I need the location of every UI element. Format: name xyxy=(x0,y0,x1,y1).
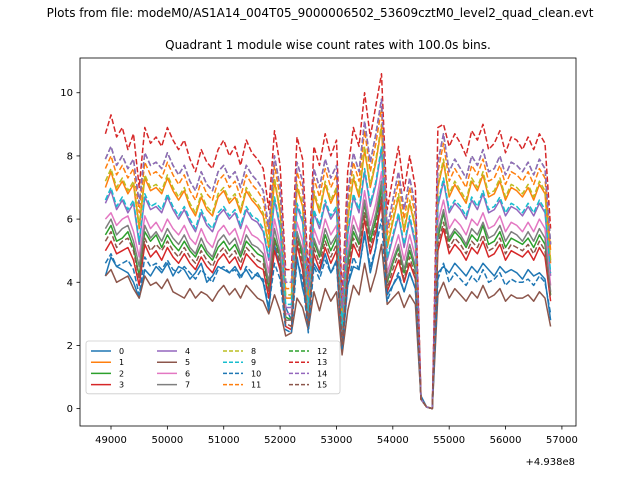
y-tick-label: 10 xyxy=(60,88,73,99)
suptitle: Plots from file: modeM0/AS1A14_004T05_90… xyxy=(47,6,594,20)
y-axis: 0 2 4 6 8 10 xyxy=(60,88,80,415)
series-layer xyxy=(104,73,552,410)
y-tick-label: 0 xyxy=(67,404,73,415)
series-line-5 xyxy=(104,243,552,410)
legend-label: 12 xyxy=(317,347,327,356)
x-tick-label: 52000 xyxy=(264,435,296,446)
legend-label: 11 xyxy=(251,381,261,390)
legend-label: 3 xyxy=(119,381,124,390)
series-line-9 xyxy=(104,145,552,410)
x-offset-label: +4.938e8 xyxy=(525,457,575,468)
legend-label: 9 xyxy=(251,358,256,367)
y-tick-label: 2 xyxy=(67,341,73,352)
series-line-2 xyxy=(104,186,552,410)
legend-label: 14 xyxy=(317,369,327,378)
legend-label: 0 xyxy=(119,347,124,356)
legend-label: 13 xyxy=(317,358,327,367)
series-line-14 xyxy=(104,98,552,410)
series-line-1 xyxy=(104,126,552,410)
legend-label: 2 xyxy=(119,369,124,378)
legend-label: 15 xyxy=(317,381,327,390)
legend-label: 1 xyxy=(119,358,124,367)
legend-label: 6 xyxy=(185,369,190,378)
plot-area-frame xyxy=(79,57,577,427)
x-tick-label: 53000 xyxy=(321,435,353,446)
x-tick-label: 51000 xyxy=(208,435,240,446)
y-tick-label: 8 xyxy=(67,151,73,162)
legend-label: 8 xyxy=(251,347,256,356)
legend-label: 10 xyxy=(251,369,261,378)
x-tick-label: 54000 xyxy=(377,435,409,446)
series-line-3 xyxy=(104,202,552,410)
series-line-7 xyxy=(104,180,552,410)
y-tick-label: 6 xyxy=(67,215,73,226)
y-tick-label: 4 xyxy=(67,278,73,289)
x-tick-label: 49000 xyxy=(95,435,127,446)
series-line-0 xyxy=(104,180,552,410)
series-line-13 xyxy=(104,73,552,410)
series-line-4 xyxy=(104,148,552,410)
series-line-15 xyxy=(104,196,552,410)
legend-label: 5 xyxy=(185,358,190,367)
x-tick-label: 57000 xyxy=(546,435,578,446)
x-tick-label: 56000 xyxy=(490,435,522,446)
legend-label: 7 xyxy=(185,381,190,390)
series-line-6 xyxy=(104,170,552,410)
x-tick-label: 55000 xyxy=(433,435,465,446)
chart-title: Quadrant 1 module wise count rates with … xyxy=(165,38,491,52)
x-axis: 49000 50000 51000 52000 53000 54000 55000 56000… xyxy=(95,426,578,446)
series-line-10 xyxy=(104,218,552,410)
series-line-11 xyxy=(104,107,552,410)
x-tick-label: 50000 xyxy=(151,435,183,446)
legend-label: 4 xyxy=(185,347,190,356)
legend-box xyxy=(85,340,341,395)
series-line-8 xyxy=(104,123,552,410)
